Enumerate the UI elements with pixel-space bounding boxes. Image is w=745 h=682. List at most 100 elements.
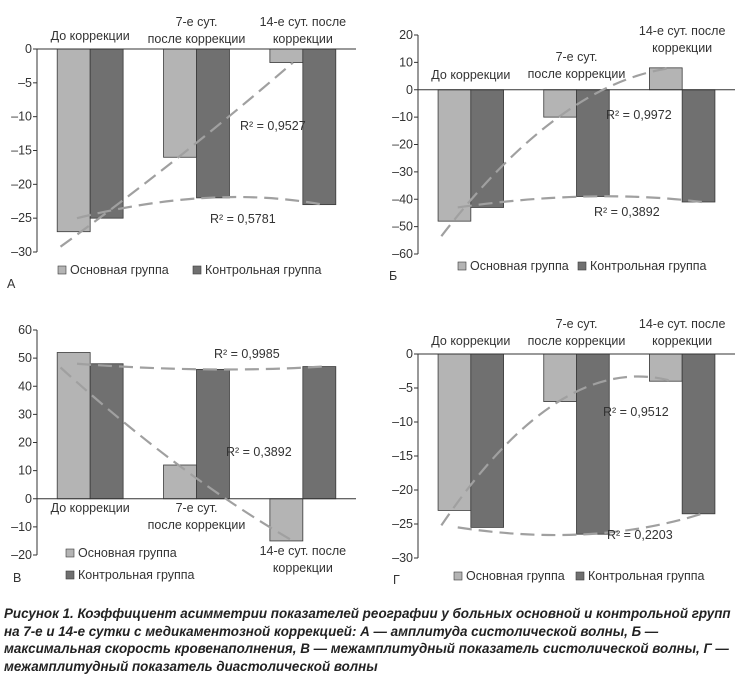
bar-main-group: [543, 89, 577, 118]
trendline-main-group: [59, 61, 294, 248]
legend-label-main: Основная группа: [470, 259, 569, 273]
panel-label: Б: [389, 269, 397, 283]
r-squared-label: R² = 0,9985: [214, 347, 280, 361]
y-tick-label: –20: [392, 138, 413, 152]
r-squared-label: R² = 0,2203: [607, 528, 673, 542]
chart-panel-2: 20 10 0 –10 –20 –30 –40 –50 –60 До коррекции 7-е с…: [389, 24, 735, 283]
y-tick-label: –25: [392, 517, 413, 531]
trendline-control-group: [76, 195, 323, 220]
category-label: 7-е сут.: [556, 317, 598, 331]
category-label: 14-е сут. после: [260, 544, 347, 558]
category-label: До коррекции: [51, 29, 130, 43]
category-label: До коррекции: [51, 501, 130, 515]
category-label: коррекции: [273, 32, 333, 46]
y-tick-label: 0: [25, 42, 32, 56]
legend-label-control: Контрольная группа: [78, 568, 195, 582]
category-label: До коррекции: [431, 334, 510, 348]
y-tick-label: –30: [392, 165, 413, 179]
bar-control-group: [681, 353, 716, 515]
legend: Основная группа Контрольная группа: [65, 546, 195, 582]
trendline-main-group: [440, 66, 673, 237]
legend-label-control: Контрольная группа: [205, 263, 322, 277]
category-label: До коррекции: [431, 68, 510, 82]
legend-swatch-main: [457, 261, 467, 271]
bar-control-group: [576, 89, 610, 197]
y-tick-label: 60: [18, 323, 32, 337]
category-label: коррекции: [652, 41, 712, 55]
category-label: после коррекции: [148, 518, 246, 532]
r-squared-label: R² = 0,9972: [606, 108, 672, 122]
category-label: после коррекции: [528, 67, 626, 81]
y-tick-label: 0: [406, 347, 413, 361]
legend-swatch-main: [57, 265, 67, 275]
y-tick-label: –10: [392, 110, 413, 124]
bar-control-group: [470, 89, 504, 208]
bar-control-group: [89, 48, 124, 219]
bar-main-group: [56, 48, 91, 233]
bar-main-group: [163, 464, 197, 500]
panel-label: В: [13, 571, 21, 585]
chart-panel-3: 60 50 40 30 20 10 0 –10 –20 До коррекции 7-е сут. п…: [11, 323, 356, 585]
legend-swatch-control: [65, 570, 75, 580]
bar-control-group: [681, 89, 716, 203]
y-tick-label: 50: [18, 351, 32, 365]
y-tick-label: –20: [392, 483, 413, 497]
y-tick-label: 0: [406, 83, 413, 97]
legend-label-main: Основная группа: [70, 263, 169, 277]
bar-control-group: [302, 366, 337, 500]
y-tick-label: –15: [392, 449, 413, 463]
trendline-main-group: [59, 366, 294, 542]
category-label: 14-е сут. после: [639, 317, 726, 331]
trendline-main-group: [440, 375, 673, 527]
trendline-control-group: [457, 512, 703, 537]
y-tick-label: –15: [11, 144, 32, 158]
panel-label: Г: [393, 573, 400, 587]
bar-main-group: [649, 353, 683, 382]
category-label: после коррекции: [148, 32, 246, 46]
panel-label: А: [7, 277, 16, 291]
bar-main-group: [543, 353, 577, 402]
bar-main-group: [437, 353, 472, 511]
y-tick-label: –20: [11, 548, 32, 562]
bar-control-group: [302, 48, 337, 206]
legend-swatch-main: [453, 571, 463, 581]
bar-main-group: [163, 48, 197, 158]
category-label: после коррекции: [528, 334, 626, 348]
y-tick-label: 20: [18, 436, 32, 450]
y-tick-label: –5: [18, 76, 32, 90]
legend-label-main: Основная группа: [78, 546, 177, 560]
chart-panel-1: 0 –5 –10 –15 –20 –25 –30 До коррекции 7-е сут. по…: [7, 15, 356, 291]
y-tick-label: 40: [18, 379, 32, 393]
category-label: коррекции: [273, 561, 333, 575]
bar-control-group: [196, 368, 230, 500]
y-tick-label: 10: [399, 55, 413, 69]
category-label: коррекции: [652, 334, 712, 348]
y-tick-label: –40: [392, 192, 413, 206]
y-tick-label: –50: [392, 220, 413, 234]
figure-caption: Рисунок 1. Коэффициент асимметрии показа…: [4, 606, 731, 674]
figure-panels: 0 –5 –10 –15 –20 –25 –30 До коррекции 7-е сут. по…: [7, 15, 735, 587]
bar-main-group: [269, 48, 304, 63]
bar-control-group: [89, 363, 124, 500]
y-tick-label: –25: [11, 211, 32, 225]
legend-swatch-control: [192, 265, 202, 275]
bar-main-group: [437, 89, 472, 222]
y-tick-label: –30: [392, 551, 413, 565]
trendline-control-group: [76, 362, 323, 371]
category-label: 7-е сут.: [556, 50, 598, 64]
y-tick-label: –10: [11, 110, 32, 124]
category-label: 7-е сут.: [176, 501, 218, 515]
legend-swatch-main: [65, 548, 75, 558]
category-label: 7-е сут.: [176, 15, 218, 29]
r-squared-label: R² = 0,9512: [603, 405, 669, 419]
y-tick-label: 10: [18, 464, 32, 478]
y-tick-label: –5: [399, 381, 413, 395]
legend: Основная группа Контрольная группа: [453, 569, 705, 583]
y-tick-label: –60: [392, 247, 413, 261]
y-tick-label: 20: [399, 28, 413, 42]
bar-control-group: [470, 353, 504, 528]
y-tick-label: –20: [11, 177, 32, 191]
r-squared-label: R² = 0,5781: [210, 212, 276, 226]
trendline-control-group: [457, 195, 702, 209]
legend-label-main: Основная группа: [466, 569, 565, 583]
